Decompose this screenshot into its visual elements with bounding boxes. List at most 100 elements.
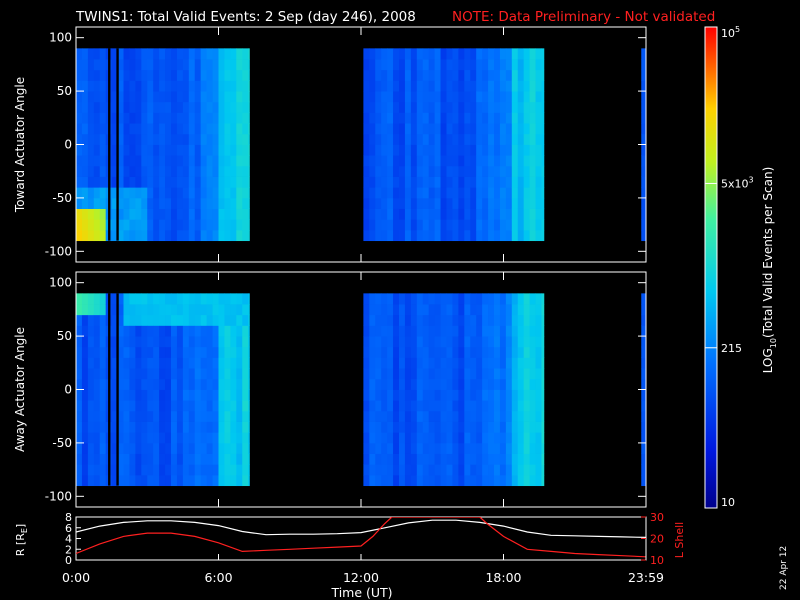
heatmap-cell [369,442,376,454]
heatmap-cell [464,464,471,476]
heatmap-cell [230,59,237,71]
heatmap-cell [206,155,213,167]
heatmap-cell [147,325,154,337]
heatmap-cell [529,219,536,231]
heatmap-cell [535,421,542,433]
heatmap-cell [194,112,202,124]
heatmap-cell [236,197,243,209]
heatmap-cell [182,453,190,465]
heatmap-cell [218,69,225,81]
heatmap-cell [529,208,536,220]
heatmap-cell [248,197,250,209]
y-tick-label: -50 [52,436,72,450]
heatmap-cell [76,421,83,433]
heatmap-cell [499,378,507,390]
heatmap-cell [541,368,545,380]
heatmap-cell [200,112,208,124]
heatmap-cell [488,389,495,401]
heatmap-cell [488,176,495,188]
heatmap-cell [236,410,243,422]
heatmap-cell [153,197,160,209]
heatmap-cell [171,123,178,135]
heatmap-cell [165,346,172,358]
heatmap-cell [505,208,513,220]
heatmap-cell [393,144,400,156]
heatmap-cell [236,91,243,103]
heatmap-cell [428,357,436,369]
heatmap-cell [505,325,513,337]
heatmap-cell [470,144,477,156]
heatmap-cell [117,293,124,305]
heatmap-cell [212,453,219,465]
heatmap-cell [248,389,250,401]
heatmap-cell [458,176,465,188]
heatmap-cell [511,357,519,369]
heatmap-cell [141,69,148,81]
heatmap-cell [188,410,196,422]
heatmap-cell [404,453,412,465]
heatmap-cell [470,293,477,305]
heatmap-cell [99,155,107,167]
heatmap-cell [363,410,370,422]
heatmap-cell [529,346,536,358]
heatmap-cell [188,346,196,358]
heatmap-cell [375,293,382,305]
heatmap-cell [93,144,101,156]
heatmap-cell [535,325,542,337]
heatmap-cell [153,48,160,60]
heatmap-cell [511,464,519,476]
heatmap-cell [482,197,489,209]
heatmap-cell [171,133,178,145]
heatmap-cell [517,357,525,369]
heatmap-cell [499,474,507,487]
heatmap-cell [159,421,166,433]
heatmap-cell [422,123,430,135]
heatmap-cell [171,453,178,465]
heatmap-cell [440,357,447,369]
heatmap-cell [81,346,89,358]
heatmap-cell [452,80,459,92]
heatmap-cell [123,400,130,412]
heatmap-cell [135,464,142,476]
heatmap-cell [535,91,542,103]
heatmap-cell [511,336,519,348]
heatmap-cell [535,112,542,124]
heatmap-cell [212,368,219,380]
heatmap-cell [117,155,124,167]
heatmap-cell [517,474,525,487]
heatmap-cell [248,336,250,348]
heatmap-cell [399,144,406,156]
heatmap-cell [236,304,243,316]
heatmap-cell [206,357,213,369]
heatmap-cell [212,133,219,145]
heatmap-cell [541,133,545,145]
heatmap-cell [141,59,148,71]
heatmap-cell [381,144,388,156]
heatmap-cell [117,80,124,92]
heatmap-cell [499,453,507,465]
heatmap-cell [452,400,459,412]
heatmap-cell [393,123,400,135]
heatmap-cell [182,133,190,145]
heatmap-cell [363,80,370,92]
heatmap-cell [410,389,418,401]
x-axis-label: Time (UT) [330,585,392,600]
heatmap-cell [224,208,231,220]
heatmap-cell [153,442,160,454]
heatmap-cell [87,474,95,487]
heatmap-cell [422,69,430,81]
heatmap-cell [434,69,441,81]
heatmap-cell [194,400,202,412]
heatmap-cell [476,123,483,135]
heatmap-cell [236,48,243,60]
heatmap-cell [159,155,166,167]
heatmap-cell [93,59,101,71]
heatmap-cell [141,197,148,209]
heatmap-cell [387,314,394,326]
heatmap-cell [141,378,148,390]
heatmap-cell [212,48,219,60]
heatmap-cell [529,229,536,242]
heatmap-cell [505,304,513,316]
heatmap-cell [470,346,477,358]
heatmap-cell [422,400,430,412]
